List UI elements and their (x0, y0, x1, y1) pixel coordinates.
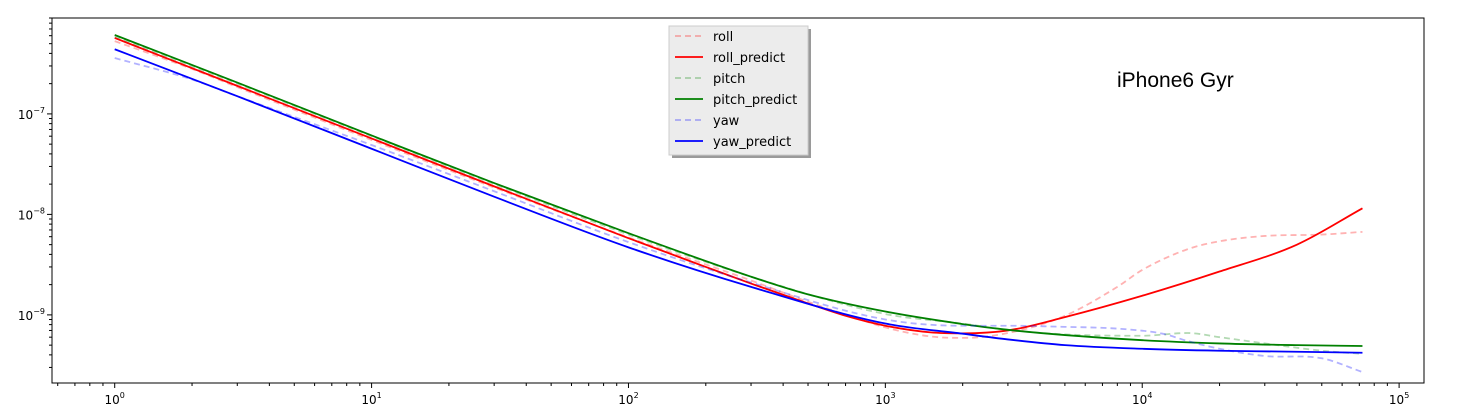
x-tick-label: 101 (361, 391, 381, 407)
y-tick-label: 10−7 (18, 106, 45, 122)
series-line-pitch-predict (114, 34, 1363, 347)
series-line-roll-predict (114, 37, 1363, 335)
legend-label-pitch: pitch (713, 72, 745, 87)
series-line-roll (114, 40, 1363, 339)
legend-box (668, 25, 809, 156)
legend-label-pitch-predict: pitch_predict (713, 93, 797, 108)
legend-label-yaw-predict: yaw_predict (713, 135, 791, 150)
plot-frame (51, 17, 1425, 384)
series-layer (114, 34, 1363, 373)
legend-label-roll: roll (713, 30, 733, 45)
x-tick-label: 102 (618, 391, 638, 407)
series-line-yaw-predict (114, 48, 1363, 354)
x-tick-label: 104 (1132, 391, 1152, 407)
legend-label-roll-predict: roll_predict (713, 51, 785, 66)
axis-layer: 100 101 102 103 104 105 10−7 10−8 10−9 (18, 17, 1409, 407)
legend-label-yaw: yaw (713, 114, 740, 129)
x-tick-label: 103 (875, 391, 895, 407)
x-tick-label: 100 (105, 391, 125, 407)
y-tick-label: 10−9 (18, 307, 45, 323)
y-tick-label: 10−8 (18, 206, 45, 222)
chart-annotation: iPhone6 Gyr (1117, 69, 1234, 92)
x-tick-label: 105 (1389, 391, 1409, 407)
